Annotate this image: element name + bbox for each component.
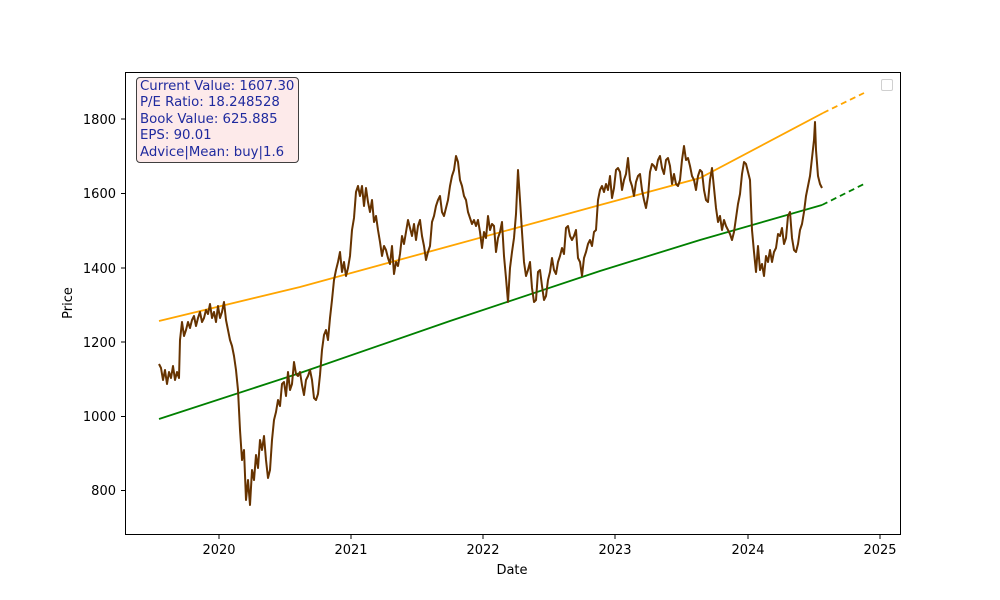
book-value-text: Book Value: 625.885 [140,111,278,127]
upper-trend-projection [822,92,865,114]
x-axis-label: Date [496,563,527,578]
advice-text: Advice|Mean: buy|1.6 [140,144,285,160]
empty-legend [881,79,893,91]
pe-ratio-text: P/E Ratio: 18.248528 [140,95,280,111]
plot-area [158,92,865,506]
lower-trend-line [158,204,823,420]
stock-info-box: Current Value: 1607.30 P/E Ratio: 18.248… [136,77,300,164]
x-tick-label: 2022 [466,543,499,558]
y-axis-label: Price [61,287,76,319]
y-axis: 1800 1600 1400 1200 1000 800 Price [61,113,125,499]
x-tick-label: 2020 [202,543,235,558]
x-tick-label: 2021 [334,543,367,558]
eps-text: EPS: 90.01 [140,128,212,144]
x-tick-label: 2023 [598,543,631,558]
y-tick-label: 800 [91,484,116,499]
y-tick-label: 1400 [83,262,116,277]
y-tick-label: 1000 [83,410,116,425]
current-value-text: Current Value: 1607.30 [140,79,295,94]
lower-trend-projection [821,183,865,206]
x-tick-label: 2025 [863,543,896,558]
price-line [158,121,823,506]
y-tick-label: 1600 [83,187,116,202]
upper-trend-line [158,112,824,322]
y-tick-label: 1200 [83,336,116,351]
axes-frame [125,72,901,535]
x-axis: 2020 2021 2022 2023 2024 2025 Date [202,535,897,578]
y-tick-label: 1800 [83,113,116,128]
x-tick-label: 2024 [731,543,764,558]
